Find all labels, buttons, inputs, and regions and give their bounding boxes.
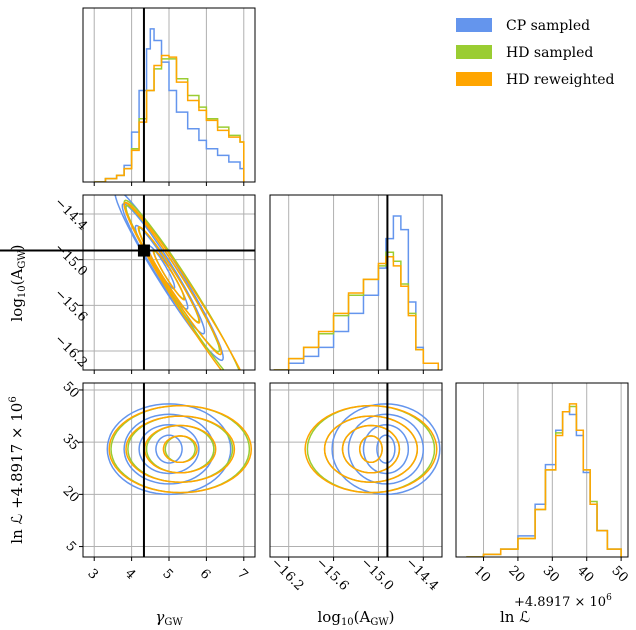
contour [123,201,241,370]
contour [331,403,441,496]
x-tick-label: 30 [540,563,562,585]
hist-cp-sampled [94,28,245,182]
y-tick-label: 50 [59,379,81,401]
contour [121,203,206,335]
x-tick-label: 3 [84,566,100,582]
legend-label-cp-sampled: CP sampled [506,18,590,34]
legend: CP sampled HD sampled HD reweighted [456,18,614,88]
panel-border [269,382,443,558]
panels-layer: 10 20 30 40 50 −16.2−15.6−15.0−14.4 3 4 5 6 7 5 20 35… [0,7,631,594]
y-tick-label: 35 [59,431,81,453]
axis-labels: γGW log10(AGW) ln ℒ+4.8917 × 106 log10(AGW)… [8,245,612,629]
ylabel-log10A: log10(AGW) [8,245,28,322]
contour [304,404,438,494]
panel-marginal-lnL: 10 20 30 40 50 [455,382,631,586]
panel-border [269,194,443,371]
hist-cp-sampled [466,411,622,557]
contour [108,404,253,494]
hist-hd-sampled [466,405,622,557]
xlabel-gamma: γGW [155,608,183,628]
x-tick-label: −14.4 [402,555,441,594]
truth-marker [137,244,150,257]
panel-marginal-log10A [269,194,443,374]
contour [162,435,198,464]
x-tick-label: 5 [159,566,175,582]
contour [341,424,401,474]
contour [164,435,196,464]
x-tick-label: 10 [471,563,493,585]
contour [323,415,419,483]
contour [125,415,236,483]
contour [123,413,215,485]
contour [306,404,436,494]
panel-marginal-gamma [82,7,256,186]
x-tick-label: 20 [505,563,527,585]
xlabel-log10A: log10(AGW) [318,608,395,628]
contour [358,435,383,464]
offset-text-x: +4.8917 × 106 [514,593,612,610]
x-tick-label: 50 [608,563,630,585]
hist-hd-sampled [273,251,440,370]
ylabel-lnL: ln ℒ +4.8917 × 106 [8,396,26,543]
xlabel-lnL: ln ℒ [500,608,530,626]
contour [145,424,215,474]
contour [376,434,396,464]
y-tick-label: 20 [59,484,81,506]
legend-swatch-hd-reweighted [456,72,492,86]
hist-hd-reweighted [466,403,622,557]
panel-gamma-vs-lnL: 3 4 5 6 7 5 20 35 50 [59,379,256,583]
panel-border [455,382,629,558]
x-tick-label: 6 [197,566,213,582]
panel-gamma-vs-log10A: −16.2−15.6−15.0−14.4 [0,194,256,374]
contour [137,225,201,324]
panel-log10A-vs-lnL: −16.2 −15.6 −15.0 −14.4 [268,382,443,594]
x-tick-label: 4 [122,566,138,582]
contour [106,403,232,496]
legend-label-hd-sampled: HD sampled [506,45,593,61]
x-tick-label: −15.0 [358,555,397,594]
x-tick-label: 40 [574,563,596,585]
contour [362,424,410,475]
contour [347,413,425,485]
legend-swatch-hd-sampled [456,45,492,59]
hist-hd-reweighted [94,54,245,182]
y-tick-label: 5 [62,539,78,555]
hist-hd-reweighted [273,256,440,370]
x-tick-label: 7 [234,566,250,582]
x-tick-label: −16.2 [268,555,307,594]
contour [138,424,200,475]
x-tick-label: −15.6 [313,555,352,594]
legend-swatch-cp-sampled [456,18,492,32]
legend-label-hd-reweighted: HD reweighted [506,72,614,88]
